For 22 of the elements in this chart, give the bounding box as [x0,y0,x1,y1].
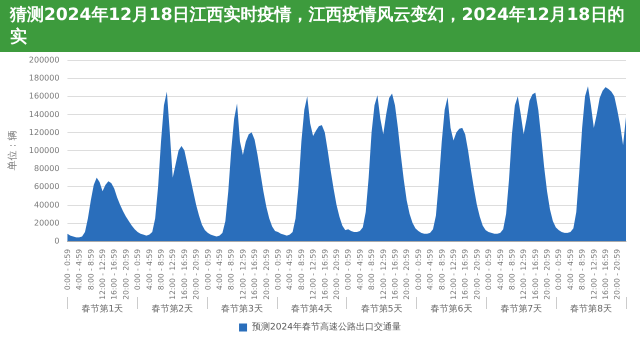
text: 春节第5天 [360,304,402,314]
y-tick-label: 120000 [28,128,60,137]
y-axis-title: 单位：辆 [6,130,18,170]
y-tick-label: 80000 [34,164,60,174]
text: 春节第1天 [81,304,124,314]
y-tick-label: 140000 [28,110,60,119]
legend-label: 预测2024年春节高速公路出口交通量 [252,322,401,332]
y-tick-label: 20000 [34,218,60,228]
y-tick-label: 0 [54,236,60,246]
text: 春节第8天 [570,304,612,314]
y-tick-label: 180000 [28,74,60,83]
y-tick-label: 160000 [28,92,60,101]
text: 春节第3天 [221,304,263,314]
y-tick-label: 60000 [34,182,60,192]
y-tick-label: 100000 [28,146,60,155]
text: 春节第6天 [430,304,472,314]
text: 春节第2天 [151,304,194,314]
text: 春节第4天 [290,304,333,314]
y-tick-label: 200000 [28,56,60,64]
y-tick-label: 40000 [34,200,60,210]
text: 春节第7天 [500,304,542,314]
chart-title: 猜测2024年12月18日江西实时疫情，江西疫情风云变幻，2024年12月18日的实 [9,5,624,47]
